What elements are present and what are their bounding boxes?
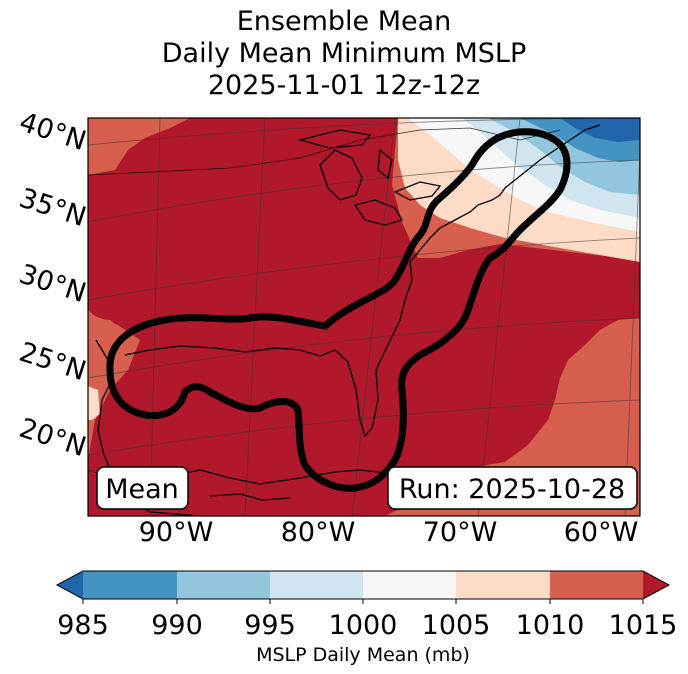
colorbar-tick-1005: 1005 bbox=[422, 610, 491, 641]
title-line-1: Ensemble Mean bbox=[236, 6, 452, 37]
colorbar-segment-985-990 bbox=[83, 571, 177, 599]
lat-labels: 40°N 35°N 30°N 25°N 20°N bbox=[15, 107, 89, 464]
map-frame bbox=[87, 117, 641, 517]
colorbar: 985 990 995 1000 1005 1010 1015 MSLP Dai… bbox=[55, 570, 677, 666]
colorbar-under-arrow bbox=[57, 571, 83, 599]
lon-label-90w: 90°W bbox=[139, 517, 214, 548]
colorbar-tick-1010: 1010 bbox=[516, 610, 585, 641]
title-line-3: 2025-11-01 12z-12z bbox=[207, 70, 481, 101]
graticule bbox=[88, 118, 640, 516]
lon-labels: 90°W 80°W 70°W 60°W bbox=[139, 517, 639, 548]
colorbar-segment-1005-1010 bbox=[456, 571, 550, 599]
colorbar-tick-1015: 1015 bbox=[609, 610, 678, 641]
mean-box-text: Mean bbox=[105, 474, 179, 505]
colorbar-segment-1010-1015 bbox=[550, 571, 643, 599]
colorbar-tick-985: 985 bbox=[57, 610, 109, 641]
map-area bbox=[88, 118, 640, 516]
title-line-2: Daily Mean Minimum MSLP bbox=[161, 38, 527, 69]
colorbar-tick-1000: 1000 bbox=[329, 610, 398, 641]
colorbar-ticks bbox=[82, 599, 644, 604]
field-under-985 bbox=[560, 118, 640, 142]
colorbar-label: MSLP Daily Mean (mb) bbox=[256, 644, 470, 666]
colorbar-segment-990-995 bbox=[177, 571, 270, 599]
colorbar-over-arrow bbox=[643, 571, 669, 599]
colorbar-segment-995-1000 bbox=[270, 571, 363, 599]
field-1005-southwest bbox=[88, 386, 100, 420]
colorbar-tick-995: 995 bbox=[244, 610, 296, 641]
mean-box: Mean bbox=[96, 466, 189, 510]
lon-label-70w: 70°W bbox=[423, 517, 498, 548]
field-1010-west bbox=[88, 318, 125, 356]
lat-label-30: 30°N bbox=[15, 259, 89, 310]
colorbar-segment-1000-1005 bbox=[363, 571, 456, 599]
colorbar-tick-990: 990 bbox=[151, 610, 203, 641]
run-box: Run: 2025-10-28 bbox=[387, 466, 638, 510]
lat-label-40: 40°N bbox=[15, 107, 89, 158]
lat-label-35: 35°N bbox=[15, 183, 89, 234]
lon-label-80w: 80°W bbox=[281, 517, 356, 548]
lat-label-20: 20°N bbox=[15, 413, 89, 464]
field-over-1015 bbox=[88, 118, 640, 516]
run-box-text: Run: 2025-10-28 bbox=[399, 474, 625, 505]
colorbar-tick-labels: 985 990 995 1000 1005 1010 1015 bbox=[57, 610, 677, 641]
lat-label-25: 25°N bbox=[15, 337, 89, 388]
contour-line bbox=[106, 128, 571, 492]
lon-label-60w: 60°W bbox=[564, 517, 639, 548]
